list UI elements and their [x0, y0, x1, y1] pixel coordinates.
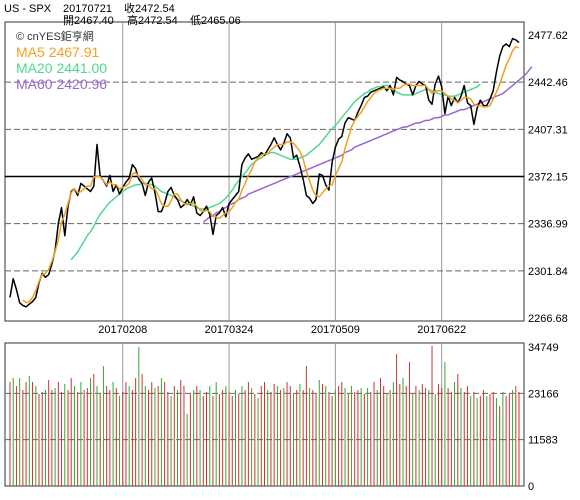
price-tick-label: 2407.31	[528, 124, 568, 136]
price-tick-label: 2477.62	[528, 30, 568, 42]
volume-tick-label: 34749	[528, 342, 559, 354]
x-tick-label: 20170208	[98, 324, 147, 336]
ma5-label: MA5 2467.91	[16, 44, 100, 60]
low-value: 低2465.06	[190, 15, 241, 27]
ma5-line	[22, 45, 520, 304]
price-tick-label: 2301.84	[528, 266, 568, 278]
date-label: 20170721	[63, 3, 112, 15]
close-value: 收2472.54	[124, 3, 175, 15]
x-tick-label: 20170509	[311, 324, 360, 336]
symbol-label: US - SPX	[4, 3, 52, 15]
x-tick-label: 20170324	[205, 324, 254, 336]
ma20-label: MA20 2441.00	[16, 60, 108, 76]
watermark-text: cnYES鉅亨網	[27, 31, 94, 43]
x-tick-label: 20170622	[417, 324, 466, 336]
ma60-label: MA60 2420.96	[16, 76, 108, 92]
price-tick-label: 2442.46	[528, 77, 568, 89]
volume-tick-label: 11583	[528, 435, 558, 447]
watermark: © cnYES鉅亨網	[16, 31, 94, 44]
copyright-icon: ©	[16, 31, 25, 43]
high-value: 高2472.54	[127, 15, 178, 27]
price-tick-label: 2372.15	[528, 172, 568, 184]
open-value: 開2467.40	[63, 15, 114, 27]
price-tick-label: 2336.99	[528, 219, 568, 231]
price-tick-label: 2266.68	[528, 313, 568, 325]
volume-tick-label: 0	[528, 481, 534, 493]
volume-tick-label: 23166	[528, 388, 559, 400]
ma60-line	[202, 66, 533, 223]
